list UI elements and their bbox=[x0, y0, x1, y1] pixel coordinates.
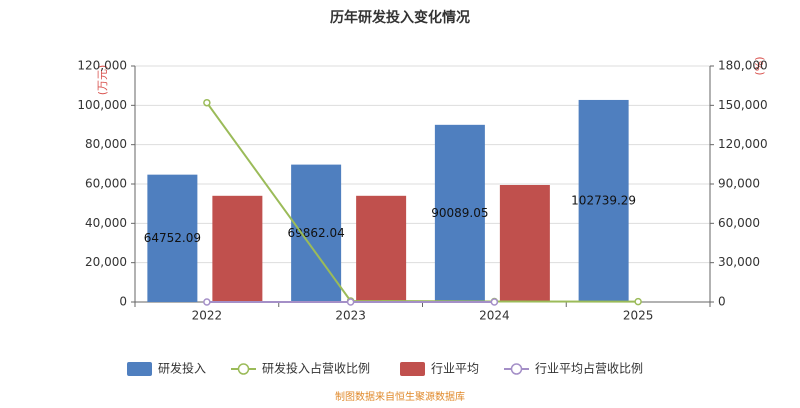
y2-tick-label: 60,000 bbox=[718, 216, 760, 230]
line-point bbox=[634, 297, 642, 306]
y2-tick-label: 120,000 bbox=[718, 137, 768, 151]
line-point bbox=[203, 298, 211, 306]
value-label: 64752.09 bbox=[144, 231, 201, 245]
y2-tick-label: 30,000 bbox=[718, 255, 760, 269]
x-tick-label: 2025 bbox=[623, 309, 654, 323]
line-point bbox=[490, 298, 499, 306]
x-tick-label: 2024 bbox=[479, 309, 510, 323]
line-point bbox=[203, 98, 211, 107]
value-label: 90089.05 bbox=[431, 206, 488, 220]
legend-swatch bbox=[510, 363, 523, 375]
chart-title: 历年研发投入变化情况 bbox=[330, 9, 470, 26]
legend-label: 行业平均 bbox=[431, 362, 479, 376]
y-tick-label: 120,000 bbox=[77, 59, 127, 73]
y-tick-label: 0 bbox=[119, 295, 127, 309]
y-tick-label: 40,000 bbox=[85, 216, 127, 230]
y2-tick-label: 150,000 bbox=[718, 98, 768, 112]
y2-tick-label: 180,000 bbox=[718, 59, 768, 73]
legend-swatch bbox=[237, 363, 250, 375]
y-tick-label: 20,000 bbox=[85, 255, 127, 269]
legend-label: 行业平均占营收比例 bbox=[535, 361, 643, 376]
x-tick-label: 2022 bbox=[192, 309, 223, 323]
x-tick-label: 2023 bbox=[335, 309, 366, 323]
legend-label: 研发投入 bbox=[158, 361, 206, 376]
y2-tick-label: 90,000 bbox=[718, 177, 760, 191]
value-label: 102739.29 bbox=[571, 193, 636, 207]
bar bbox=[212, 195, 263, 302]
legend-swatch bbox=[127, 362, 152, 376]
bar bbox=[147, 174, 198, 302]
legend-swatch bbox=[400, 362, 425, 376]
legend-label: 研发投入占营收比例 bbox=[262, 361, 370, 376]
source-note: 制图数据来自恒生聚源数据库 bbox=[335, 390, 465, 403]
bar bbox=[578, 99, 629, 302]
y-tick-label: 100,000 bbox=[77, 98, 127, 112]
value-label: 69862.04 bbox=[287, 226, 344, 240]
y2-unit: (%) bbox=[753, 56, 766, 75]
y-unit: (万元) bbox=[96, 65, 109, 96]
bar bbox=[356, 195, 407, 302]
y-tick-label: 80,000 bbox=[85, 137, 127, 151]
bar bbox=[434, 124, 485, 303]
line-point bbox=[346, 298, 355, 306]
bar bbox=[291, 164, 342, 302]
y-tick-label: 60,000 bbox=[85, 177, 127, 191]
y2-tick-label: 0 bbox=[718, 295, 726, 309]
bar bbox=[499, 184, 550, 302]
